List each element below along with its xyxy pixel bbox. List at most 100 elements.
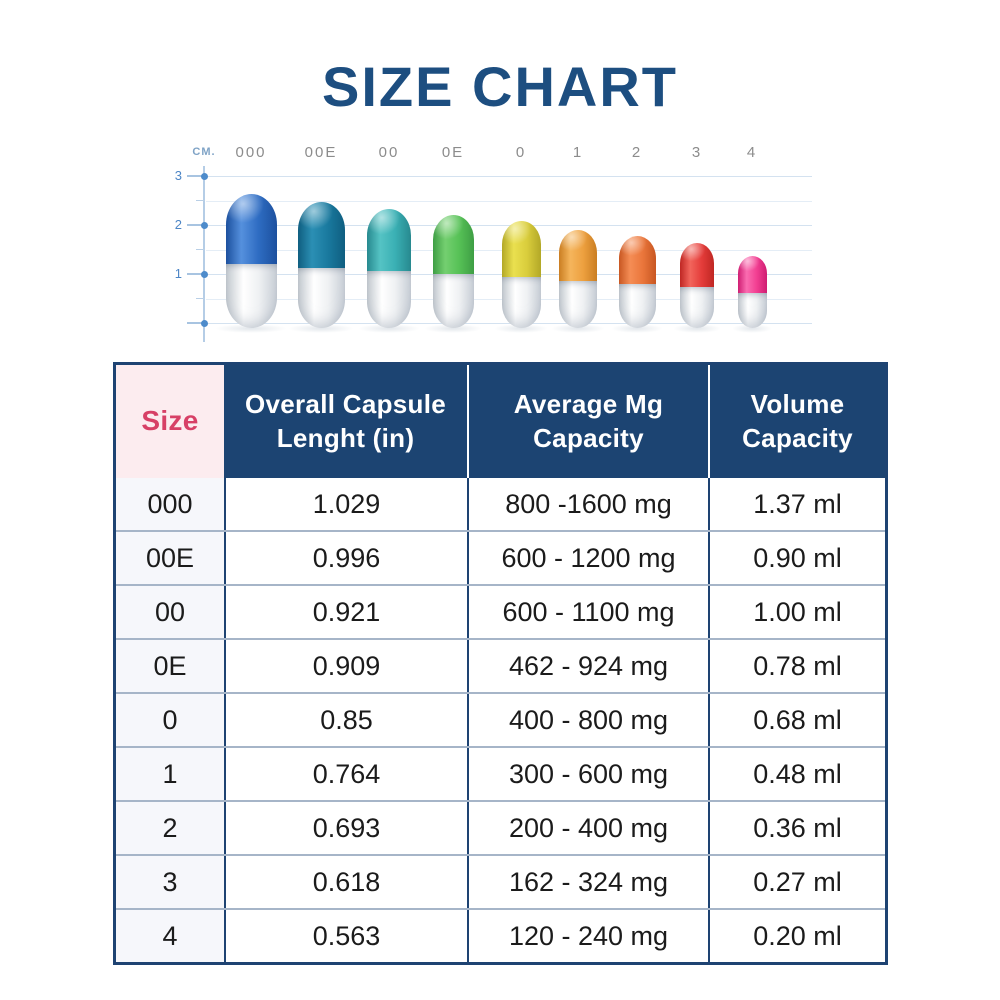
axis-tick (187, 224, 205, 226)
capsule-column-label: 000 (235, 144, 267, 161)
y-axis-label: 1 (174, 266, 182, 281)
axis-dot (200, 172, 208, 180)
capsule-column-label: 2 (631, 144, 643, 161)
cell-length-3: 0.618 (224, 856, 467, 908)
capsule-column-label: 00 (378, 144, 400, 161)
cell-size-1: 1 (116, 748, 224, 800)
grid-line (206, 323, 812, 324)
cell-mg-00: 600 - 1100 mg (467, 586, 708, 638)
col-header-length: Overall Capsule Lenght (in) (224, 365, 467, 478)
capsule-body (367, 270, 411, 328)
capsule-0E (424, 215, 482, 333)
capsule-00 (358, 209, 420, 333)
table-row: 3 0.618 162 - 324 mg 0.27 ml (116, 854, 885, 908)
axis-tick (196, 199, 205, 201)
table-row: 0 0.85 400 - 800 mg 0.68 ml (116, 692, 885, 746)
axis-tick (187, 175, 205, 177)
capsule-4 (731, 256, 773, 333)
y-axis-unit-label: CM. (192, 146, 216, 158)
cell-length-000: 1.029 (224, 478, 467, 530)
capsule-00E (288, 202, 354, 333)
capsule-cap (559, 230, 597, 281)
cell-volume-3: 0.27 ml (708, 856, 885, 908)
cell-mg-1: 300 - 600 mg (467, 748, 708, 800)
capsule-shadow (611, 324, 663, 333)
cell-size-2: 2 (116, 802, 224, 854)
capsule-shadow (358, 324, 420, 333)
y-axis-line (203, 166, 205, 342)
cell-length-2: 0.693 (224, 802, 467, 854)
cell-volume-00: 1.00 ml (708, 586, 885, 638)
y-axis-label: 2 (174, 217, 182, 232)
capsule-shadow (288, 324, 354, 333)
table-header-row: Size Overall Capsule Lenght (in) Average… (116, 365, 885, 478)
cell-length-00: 0.921 (224, 586, 467, 638)
capsule-cap (297, 202, 345, 268)
capsule-shadow (731, 324, 773, 333)
cell-size-00: 00 (116, 586, 224, 638)
cell-size-4: 4 (116, 910, 224, 962)
cell-mg-0: 400 - 800 mg (467, 694, 708, 746)
cell-length-0: 0.85 (224, 694, 467, 746)
capsule-cap (680, 243, 714, 288)
col-header-mg: Average Mg Capacity (467, 365, 708, 478)
cell-volume-4: 0.20 ml (708, 910, 885, 962)
capsule-body (618, 283, 656, 328)
table-row: 00 0.921 600 - 1100 mg 1.00 ml (116, 584, 885, 638)
capsule-2 (611, 236, 663, 333)
capsule-shadow (424, 324, 482, 333)
cell-volume-0E: 0.78 ml (708, 640, 885, 692)
capsule-cap (501, 221, 541, 277)
cell-volume-1: 0.48 ml (708, 748, 885, 800)
axis-tick (196, 297, 205, 299)
cell-size-000: 000 (116, 478, 224, 530)
axis-dot (200, 221, 208, 229)
capsule-0 (493, 221, 549, 333)
capsule-shadow (215, 324, 287, 333)
axis-tick (187, 273, 205, 275)
capsule-column-label: 00E (304, 144, 338, 161)
cell-length-4: 0.563 (224, 910, 467, 962)
table-body: 000 1.029 800 -1600 mg 1.37 ml 00E 0.996 600 -… (116, 478, 885, 962)
cell-size-00E: 00E (116, 532, 224, 584)
table-row: 4 0.563 120 - 240 mg 0.20 ml (116, 908, 885, 962)
cell-size-3: 3 (116, 856, 224, 908)
capsule-body (432, 273, 474, 328)
grid-line (206, 176, 812, 177)
cell-length-0E: 0.909 (224, 640, 467, 692)
capsule-cap (432, 215, 474, 274)
y-axis-label: 3 (174, 168, 182, 183)
cell-volume-0: 0.68 ml (708, 694, 885, 746)
capsule-000 (215, 194, 287, 333)
table-row: 00E 0.996 600 - 1200 mg 0.90 ml (116, 530, 885, 584)
capsule-3 (673, 243, 721, 333)
table-row: 000 1.029 800 -1600 mg 1.37 ml (116, 478, 885, 530)
capsule-column-label: 3 (691, 144, 703, 161)
cell-length-1: 0.764 (224, 748, 467, 800)
cell-mg-4: 120 - 240 mg (467, 910, 708, 962)
page-title: SIZE CHART (322, 55, 678, 118)
table-row: 0E 0.909 462 - 924 mg 0.78 ml (116, 638, 885, 692)
capsule-body (297, 267, 345, 328)
capsule-shadow (673, 324, 721, 333)
table-row: 1 0.764 300 - 600 mg 0.48 ml (116, 746, 885, 800)
axis-tick (187, 322, 205, 324)
capsule-column-label: 0E (441, 144, 465, 161)
capsule-body (680, 287, 714, 328)
axis-tick (196, 248, 205, 250)
col-header-volume: Volume Capacity (708, 365, 885, 478)
capsule-shadow (493, 324, 549, 333)
capsule-column-label: 0 (515, 144, 527, 161)
cell-volume-2: 0.36 ml (708, 802, 885, 854)
cell-mg-0E: 462 - 924 mg (467, 640, 708, 692)
cell-mg-000: 800 -1600 mg (467, 478, 708, 530)
size-table: Size Overall Capsule Lenght (in) Average… (113, 362, 888, 965)
table-row: 2 0.693 200 - 400 mg 0.36 ml (116, 800, 885, 854)
cell-mg-3: 162 - 324 mg (467, 856, 708, 908)
cell-length-00E: 0.996 (224, 532, 467, 584)
cell-volume-00E: 0.90 ml (708, 532, 885, 584)
capsule-body (737, 293, 767, 328)
axis-dot (200, 270, 208, 278)
capsule-body (501, 276, 541, 328)
